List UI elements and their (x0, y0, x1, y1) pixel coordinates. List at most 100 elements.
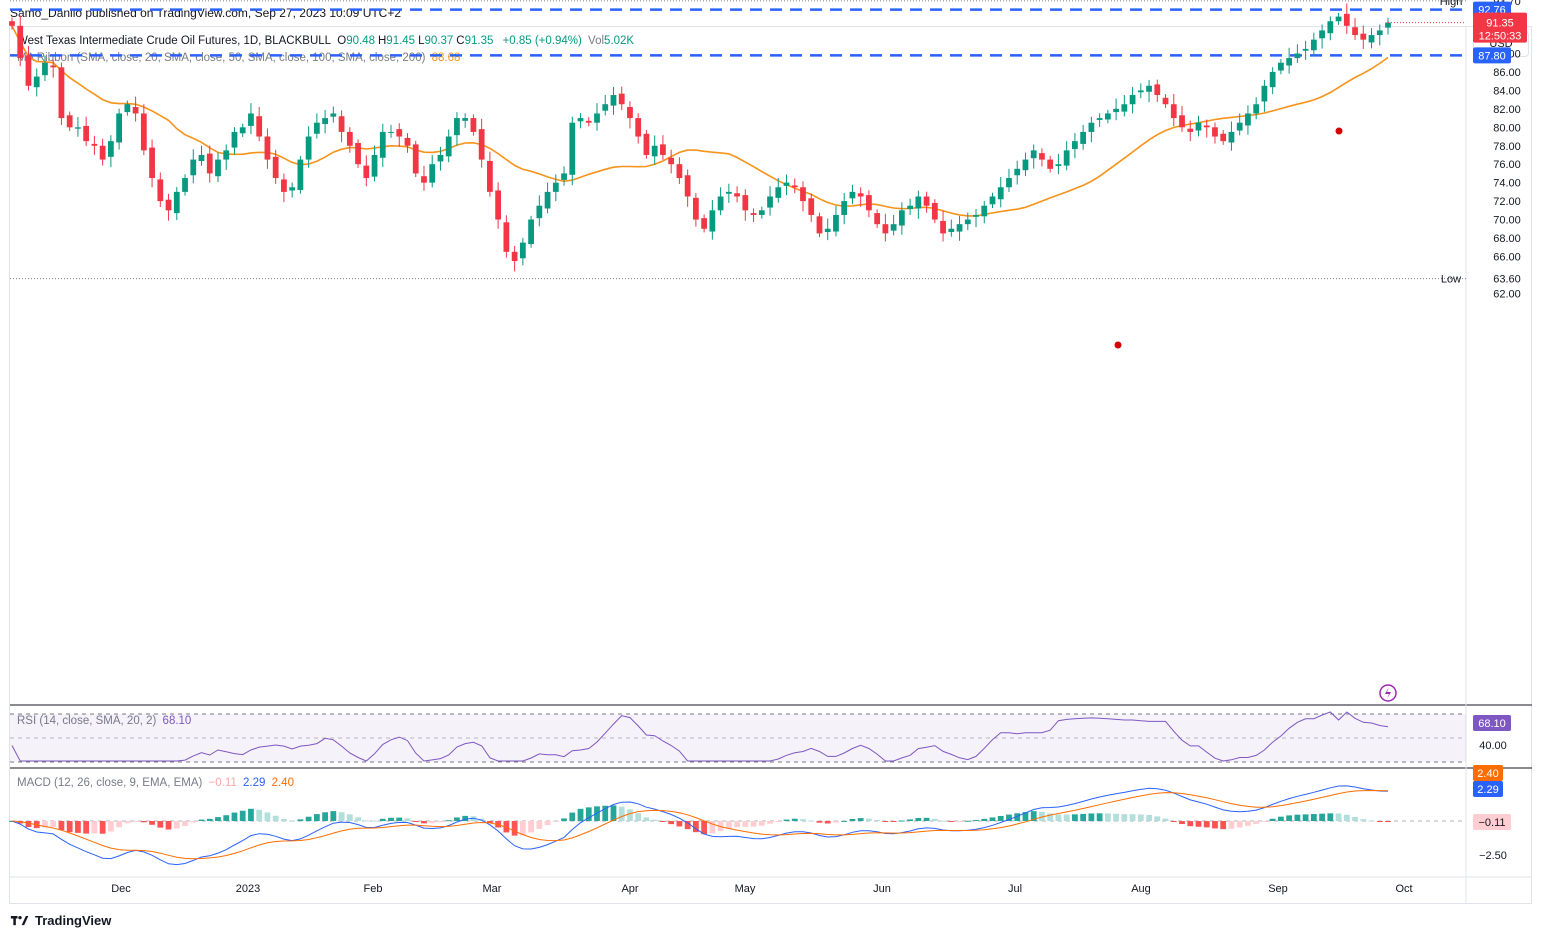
candle-body (9, 21, 15, 26)
candle-body (91, 143, 98, 146)
tradingview-footer: TradingView (10, 913, 111, 928)
macd-histogram-bar (833, 821, 839, 823)
volume-value: 5.02K (604, 35, 635, 47)
macd-histogram-bar (17, 821, 24, 824)
ohlc-value-h: 91.45 (386, 35, 416, 47)
macd-histogram-bar (651, 819, 658, 821)
candle-body (371, 154, 378, 177)
macd-histogram-bar (256, 809, 263, 821)
macd-histogram-bar (800, 819, 806, 821)
macd-histogram-bar (1179, 821, 1185, 825)
macd-histogram-bar (627, 809, 633, 821)
macd-histogram-bar (1006, 814, 1012, 821)
macd-histogram-bar (1286, 815, 1293, 821)
candle-body (519, 242, 526, 259)
candle-body (1137, 90, 1144, 93)
macd-histogram-bar (1228, 821, 1235, 829)
candle-body (511, 251, 518, 262)
macd-histogram-bar (190, 821, 197, 823)
macd-histogram-bar (1310, 814, 1317, 821)
candle-body (1063, 150, 1070, 166)
ohlc-value-o: 90.48 (346, 35, 375, 47)
macd-histogram-bar (1096, 813, 1103, 821)
flash-icon (1379, 684, 1397, 702)
candle-body (1154, 84, 1161, 96)
macd-histogram-bar (783, 819, 790, 821)
macd-signal-tag: 2.40 (1473, 765, 1503, 781)
time-tick-label: Jun (873, 883, 891, 895)
macd-histogram-bar (1335, 813, 1342, 821)
candle-body (1195, 122, 1202, 131)
macd-histogram-bar (1014, 813, 1021, 821)
ohlc-values: O90.48 H91.45 L90.37 C91.35 (337, 35, 496, 47)
candle-body (289, 187, 296, 191)
time-tick-label: Sep (1268, 883, 1288, 895)
candle-body (1014, 168, 1021, 176)
candle-body (421, 176, 427, 183)
candle-body (1352, 27, 1358, 36)
macd-histogram-bar (1195, 821, 1202, 827)
candle-body (1310, 39, 1317, 51)
candle-body (1261, 85, 1268, 102)
macd-histogram-bar (544, 821, 551, 826)
macd-histogram-bar (734, 821, 740, 828)
rsi-tick-label: 40.00 (1479, 740, 1507, 752)
macd-histogram-bar (923, 817, 930, 821)
macd-histogram-bar (857, 818, 864, 821)
candle-body (898, 210, 905, 226)
macd-histogram-bar (462, 815, 469, 821)
macd-histogram-bar (1212, 821, 1218, 829)
macd-histogram-bar (915, 817, 922, 821)
price-tick-label: 84.00 (1493, 85, 1521, 97)
macd-signal-value: 2.40 (271, 777, 294, 789)
macd-histogram-bar (173, 821, 180, 829)
macd-histogram-bar (618, 806, 625, 821)
macd-histogram-bar (561, 818, 567, 821)
macd-histogram-bar (198, 819, 205, 821)
candle-body (833, 214, 839, 232)
last-price-value: 91.35 (1486, 18, 1514, 30)
macd-histogram-bar (404, 818, 411, 821)
candle-body (157, 179, 164, 202)
macd-histogram-bar (1236, 821, 1243, 828)
svg-text:63.60: 63.60 (1493, 274, 1521, 286)
macd-histogram-bar (1137, 814, 1144, 821)
candle-body (931, 202, 938, 220)
macd-histogram-bar (396, 817, 403, 821)
candle-body (1236, 122, 1243, 131)
macd-histogram-bar (511, 821, 518, 836)
candle-body (767, 196, 773, 208)
candle-body (643, 133, 650, 155)
macd-histogram-bar (75, 821, 81, 833)
time-tick-label: Jul (1008, 883, 1022, 895)
time-tick-label: Mar (483, 883, 502, 895)
price-tick-label: 74.00 (1493, 178, 1521, 190)
candle-body (132, 107, 139, 114)
macd-histogram-bar (931, 818, 938, 821)
candle-body (981, 205, 988, 217)
candle-body (660, 144, 666, 155)
price-tick-label: 80.00 (1493, 122, 1521, 134)
macd-histogram-bar (1170, 821, 1177, 822)
time-tick-label: Apr (621, 883, 638, 895)
macd-histogram-bar (330, 811, 337, 821)
macd-histogram-bar (99, 821, 106, 834)
flash-icon-bolt (1385, 687, 1391, 699)
macd-histogram-bar (816, 821, 823, 823)
candle-body (1146, 85, 1152, 92)
candle-body (346, 131, 353, 146)
macd-histogram-bar (1368, 820, 1375, 822)
candle-body (1088, 122, 1095, 132)
candle-body (445, 136, 452, 157)
candle-body (528, 219, 534, 244)
macd-histogram-bar (1203, 821, 1210, 828)
candle-body (58, 67, 65, 119)
rsi-line (11, 711, 1389, 762)
macd-histogram-bar (849, 818, 856, 821)
macd-histogram-bar (116, 821, 122, 828)
tradingview-brand: TradingView (35, 913, 112, 928)
macd-histogram-bar (1039, 811, 1045, 821)
macd-histogram-bar (948, 821, 955, 822)
candle-body (841, 201, 848, 215)
